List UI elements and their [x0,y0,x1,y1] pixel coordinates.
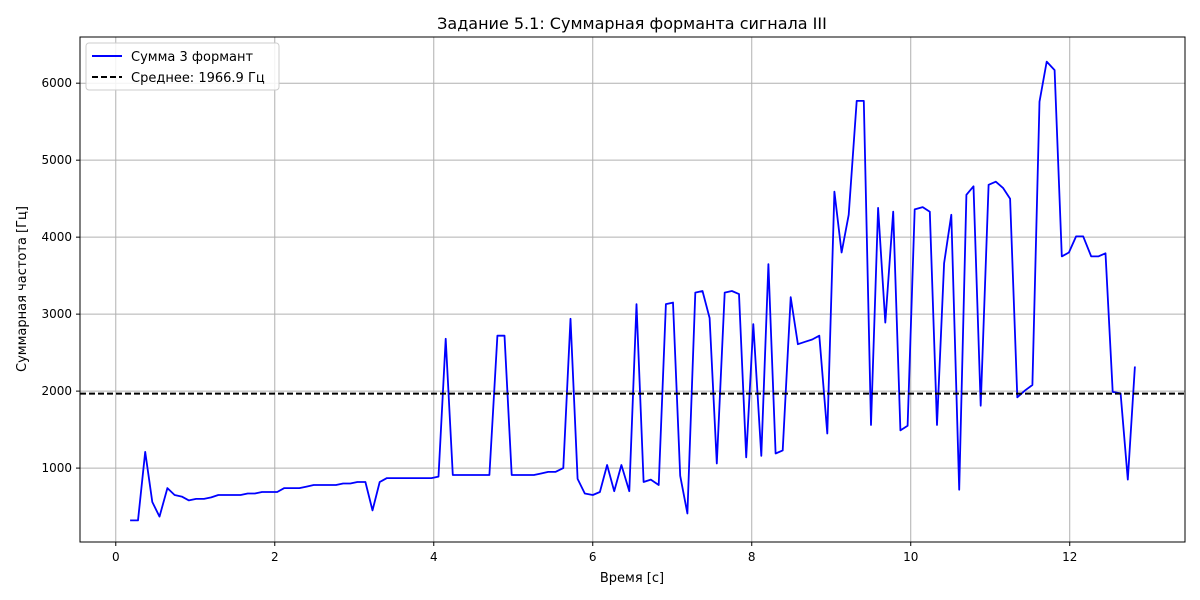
ticks: 0 2 4 6 8 10 12 1000 2000 3000 4000 5000 6000 [41,76,1077,564]
x-tick-label: 2 [271,550,279,564]
series-layer [80,60,1185,522]
legend-label-sum: Сумма 3 формант [131,50,253,65]
x-axis-label: Время [с] [600,571,664,586]
y-tick-label: 3000 [41,307,72,321]
grid [80,37,1185,542]
y-tick-label: 5000 [41,153,72,167]
x-tick-label: 0 [112,550,120,564]
x-tick-label: 4 [430,550,438,564]
y-tick-label: 2000 [41,384,72,398]
y-tick-label: 6000 [41,76,72,90]
x-tick-label: 8 [748,550,756,564]
series-line-formant-sum [130,60,1136,522]
x-tick-label: 6 [589,550,597,564]
chart-title: Задание 5.1: Суммарная форманта сигнала … [437,14,827,33]
plot-frame [79,36,1186,543]
y-tick-label: 4000 [41,230,72,244]
x-tick-label: 12 [1062,550,1077,564]
y-tick-label: 1000 [41,461,72,475]
legend: Сумма 3 формант Среднее: 1966.9 Гц [85,42,280,91]
legend-label-mean: Среднее: 1966.9 Гц [131,71,265,86]
legend-box [85,42,280,91]
y-axis-label: Суммарная частота [Гц] [15,206,30,372]
x-tick-label: 10 [903,550,918,564]
